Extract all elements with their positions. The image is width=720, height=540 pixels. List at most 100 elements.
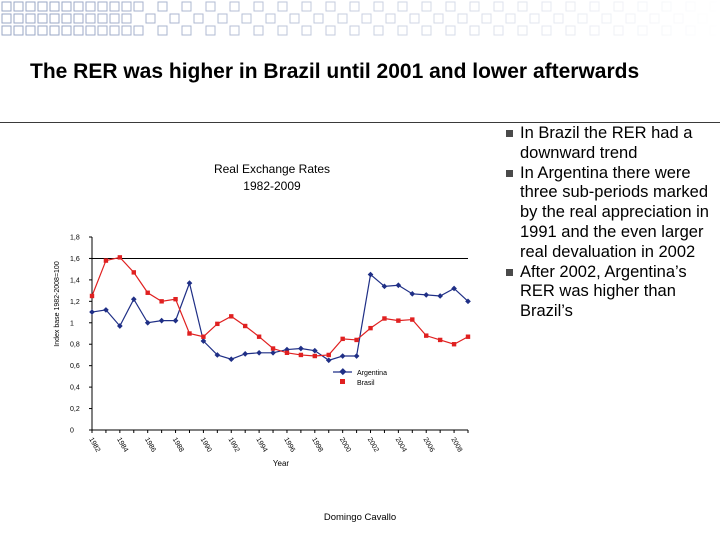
data-point-brasil: [465, 334, 471, 339]
series-line-brasil: [91, 256, 469, 357]
x-tick-label: 1998: [310, 437, 324, 454]
data-point-argentina: [465, 298, 471, 305]
legend-label-argentina: Argentina: [357, 370, 387, 377]
corner-square: [1, 25, 12, 36]
y-tick-label: 0: [70, 428, 74, 435]
y-tick-label: 0,2: [70, 406, 80, 413]
data-point-brasil: [284, 350, 290, 355]
data-point-brasil: [229, 314, 234, 319]
x-tick-label: 1994: [254, 437, 268, 454]
x-tick-label: 1986: [143, 437, 157, 454]
legend-marker-brasil: [340, 379, 345, 384]
data-point-brasil: [117, 255, 123, 260]
corner-square: [13, 25, 24, 36]
data-point-argentina: [325, 357, 332, 364]
data-point-argentina: [117, 323, 123, 329]
bullet-square-icon: [506, 130, 513, 137]
real-exchange-rate-chart: Real Exchange Rates 1982-2009 Index base…: [54, 162, 471, 468]
corner-square: [13, 1, 24, 12]
corner-decoration: [1, 0, 720, 40]
data-point-argentina: [89, 309, 95, 315]
corner-square: [37, 25, 48, 36]
x-tick-label: 2004: [394, 437, 408, 454]
data-point-brasil: [340, 336, 345, 342]
y-tick-label: 0,4: [70, 385, 80, 392]
legend-marker-argentina: [339, 368, 347, 376]
data-point-brasil: [159, 299, 164, 304]
bullet-text-after-2002: After 2002, Argentina’s RER was higher t…: [520, 262, 687, 321]
legend-label-brasil: Brasil: [357, 380, 375, 387]
x-tick-label: 1984: [115, 437, 129, 454]
y-tick-label: 0,6: [70, 363, 80, 370]
x-tick-label: 1992: [227, 437, 241, 454]
data-point-brasil: [242, 323, 248, 329]
x-tick-label: 2002: [366, 437, 380, 454]
data-point-argentina: [103, 307, 109, 313]
x-tick-label: 2008: [449, 437, 463, 454]
data-point-argentina: [130, 296, 137, 303]
data-point-brasil: [326, 352, 331, 358]
data-point-brasil: [382, 316, 387, 321]
data-point-argentina: [200, 338, 207, 344]
data-point-argentina: [172, 317, 179, 324]
data-point-brasil: [256, 334, 262, 339]
data-point-argentina: [298, 345, 304, 352]
data-point-brasil: [201, 334, 206, 339]
bullet-item-brazil: In Brazil the RER had a downward trend: [506, 124, 716, 164]
data-point-argentina: [451, 285, 457, 292]
corner-square: [37, 13, 48, 24]
data-point-argentina: [158, 317, 165, 324]
y-tick-label: 1,6: [70, 256, 80, 263]
corner-square: [49, 1, 60, 12]
data-point-brasil: [215, 321, 220, 327]
corner-square: [49, 13, 60, 24]
chart-legend: Argentina Brasil: [333, 368, 387, 387]
data-point-brasil: [187, 331, 192, 336]
data-point-argentina: [214, 352, 221, 358]
bullet-item-after-2002: After 2002, Argentina’s RER was higher t…: [506, 263, 716, 322]
corner-square: [37, 1, 48, 12]
corner-square: [25, 13, 36, 24]
bullet-square-icon: [506, 268, 513, 276]
corner-square: [25, 25, 36, 36]
y-tick-label: 0,8: [70, 342, 80, 349]
y-tick-label: 1,2: [70, 299, 80, 306]
corner-square: [49, 25, 60, 36]
data-point-brasil: [312, 353, 318, 359]
y-tick-label: 1,8: [70, 235, 80, 242]
data-point-argentina: [437, 293, 443, 299]
data-point-argentina: [395, 282, 402, 289]
x-axis-label: Year: [273, 459, 290, 468]
data-point-brasil: [396, 318, 401, 323]
data-point-brasil: [437, 337, 443, 343]
data-point-brasil: [354, 337, 359, 343]
data-point-argentina: [353, 353, 360, 359]
y-tick-label: 1: [70, 320, 74, 327]
data-point-brasil: [145, 290, 150, 295]
corner-square: [25, 1, 36, 12]
data-point-brasil: [410, 317, 415, 322]
chart-title: Real Exchange Rates: [214, 162, 330, 176]
bullet-list: In Brazil the RER had a downward trend I…: [506, 124, 716, 322]
footer-author: Domingo Cavallo: [323, 512, 397, 523]
data-point-argentina: [228, 356, 235, 363]
data-point-argentina: [311, 347, 318, 354]
data-point-brasil: [131, 270, 136, 275]
data-point-argentina: [144, 319, 151, 326]
data-point-argentina: [423, 292, 430, 298]
data-point-argentina: [339, 353, 346, 359]
bullet-square-icon: [506, 169, 513, 177]
data-point-argentina: [409, 290, 416, 297]
data-point-brasil: [103, 258, 109, 263]
x-tick-label: 2006: [421, 437, 435, 454]
data-point-argentina: [186, 280, 193, 286]
data-point-brasil: [424, 333, 429, 338]
data-point-argentina: [270, 349, 276, 356]
slide-title: The RER was higher in Brazil until 2001 …: [30, 60, 640, 83]
x-tick-label: 2000: [338, 437, 352, 454]
title-divider: [0, 122, 720, 123]
x-tick-label: 1988: [171, 437, 185, 454]
data-point-argentina: [242, 351, 249, 357]
data-point-argentina: [381, 283, 388, 290]
corner-square: [1, 13, 12, 24]
